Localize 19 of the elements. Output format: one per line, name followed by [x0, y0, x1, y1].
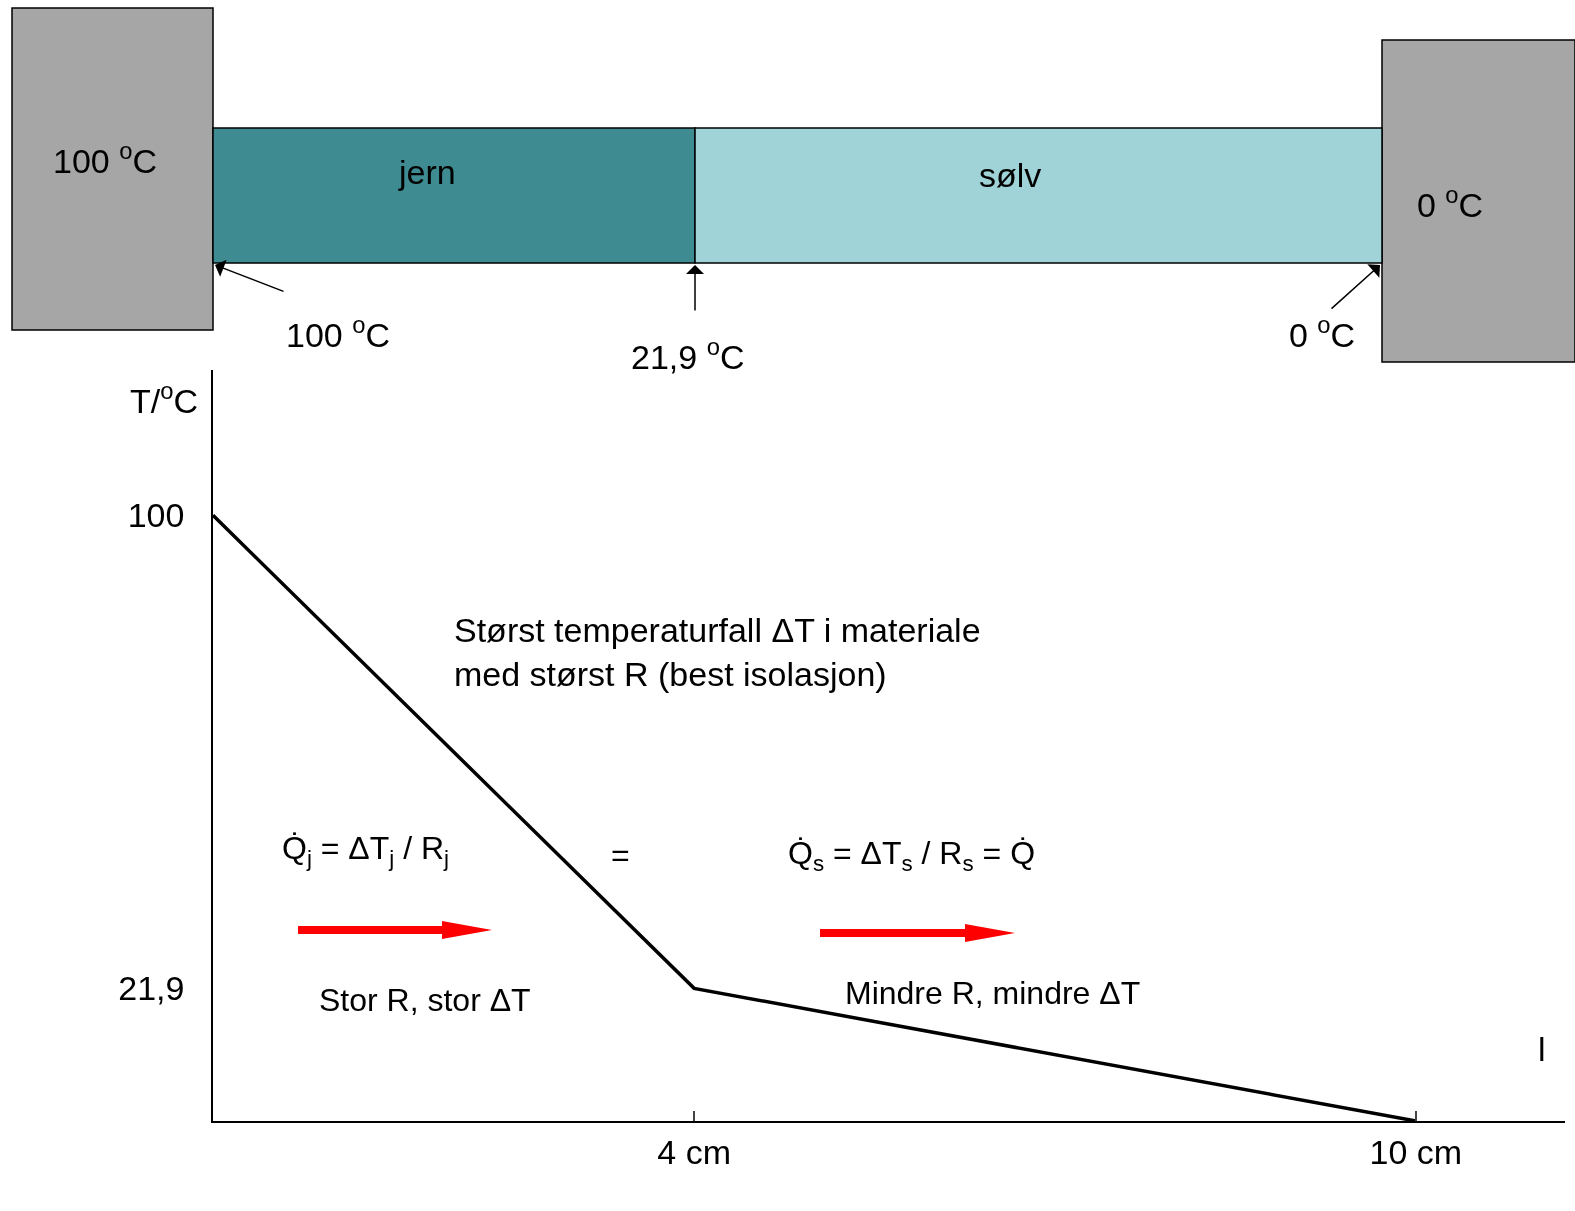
annotation: Størst temperaturfall ΔT i materiale med størst R (best isolasjon)	[454, 611, 981, 694]
x-axis-title: l	[1538, 1030, 1546, 1068]
text: 0 $^{o}$C	[1289, 311, 1356, 355]
text: 100 $^{o}$C	[286, 311, 390, 355]
annotation: Stor R, stor ΔT	[319, 982, 531, 1018]
annotation: Mindre R, mindre ΔT	[845, 975, 1141, 1011]
y-axis-title: T/$^{o}$C	[130, 377, 199, 421]
annotation: Q̇$_{s}$ = ΔT$_{s}$ / R$_{s}$ = Q̇	[788, 835, 1036, 876]
x-tick-label: 10 cm	[1369, 1132, 1463, 1171]
text: 0 $^{o}$C	[1417, 181, 1484, 225]
text: 100 $^{o}$C	[53, 137, 157, 181]
annotation: =	[611, 837, 630, 873]
x-tick-label: 4 cm	[657, 1132, 731, 1171]
annotation: 21,9 $^{o}$C	[631, 333, 745, 377]
text: jern	[398, 153, 456, 191]
annotation: Q̇$_{j}$ = ΔT$_{j}$ / R$_{j}$	[282, 830, 450, 871]
text: sølv	[979, 156, 1042, 194]
y-tick-label: 100	[127, 496, 185, 535]
y-tick-label: 21,9	[118, 969, 185, 1008]
